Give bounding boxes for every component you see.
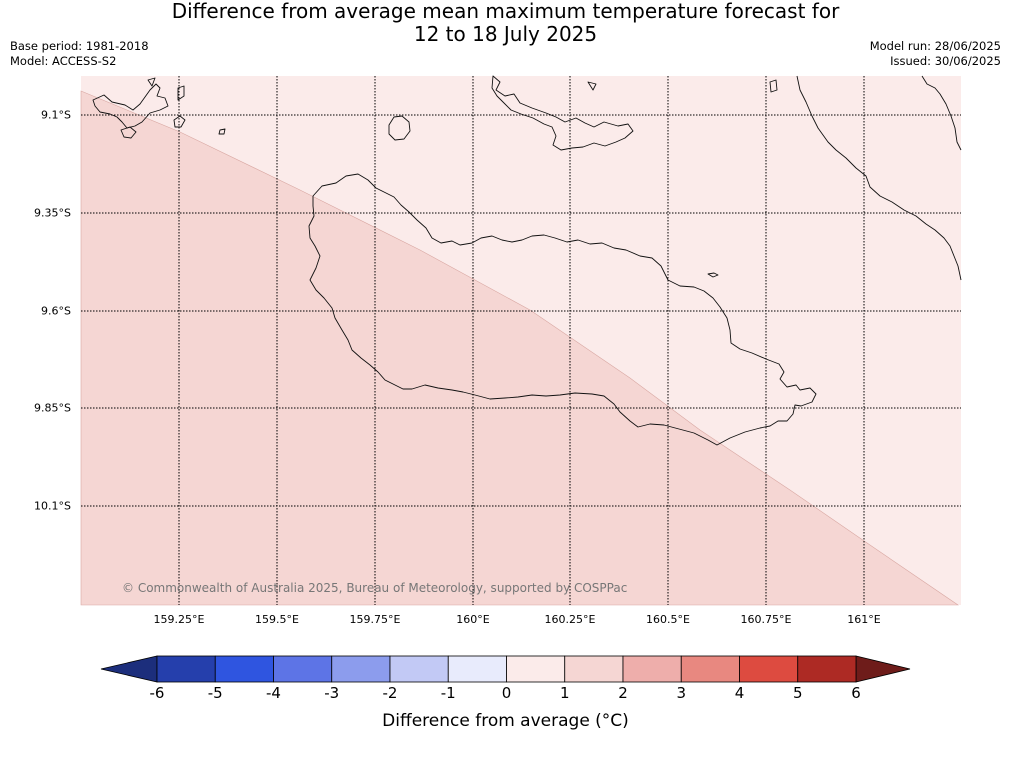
lon-label: 160°E <box>456 613 490 626</box>
coastline-main-island <box>308 173 817 446</box>
lat-label: 9.85°S <box>34 401 71 415</box>
lon-label: 161°E <box>847 613 881 626</box>
lon-label: 160.75°E <box>740 613 792 626</box>
colorbar-tick-label: -1 <box>440 684 456 702</box>
colorbar-segment <box>564 655 624 683</box>
lat-label: 9.6°S <box>41 304 71 318</box>
model-text: Model: ACCESS-S2 <box>10 54 117 68</box>
meta-left: Base period: 1981-2018 Model: ACCESS-S2 <box>10 39 149 69</box>
colorbar-tick-label: -6 <box>149 684 165 702</box>
coastlines <box>92 75 962 446</box>
colorbar-segment <box>447 655 507 683</box>
colorbar-segment <box>739 655 799 683</box>
meta-right: Model run: 28/06/2025 Issued: 30/06/2025 <box>870 39 1001 69</box>
coastline-tiny-islet <box>707 272 719 278</box>
model-run-text: Model run: 28/06/2025 <box>869 39 1001 53</box>
lon-label: 160.5°E <box>646 613 690 626</box>
colorbar-tick-label: 6 <box>851 684 861 702</box>
coastline-nw-islet-2 <box>173 115 186 128</box>
colorbar-segment <box>214 655 274 683</box>
colorbar-tick-label: -3 <box>324 684 340 702</box>
colorbar-segment <box>389 655 449 683</box>
coastline-nw-islet-4 <box>218 128 226 135</box>
copyright-text: © Commonwealth of Australia 2025, Bureau… <box>122 581 627 595</box>
colorbar-segment <box>622 655 682 683</box>
coastline-malaita <box>796 75 962 281</box>
colorbar-segment <box>797 655 857 683</box>
colorbar-tick-label: -4 <box>266 684 281 702</box>
coastline-nw-islet-1 <box>120 126 137 139</box>
coastline-nggela-islet <box>587 81 597 91</box>
coastline-islet <box>388 115 411 141</box>
coastline-ne-islet <box>769 79 778 93</box>
lat-label: 9.1°S <box>41 108 71 122</box>
issued-text: Issued: 30/06/2025 <box>890 54 1001 68</box>
base-period-text: Base period: 1981-2018 <box>10 39 149 53</box>
colorbar-segment <box>331 655 391 683</box>
colorbar-tick-label: -5 <box>207 684 223 702</box>
lat-label: 10.1°S <box>34 499 71 513</box>
colorbar-segment <box>273 655 333 683</box>
coastline-nw-islet-3 <box>177 85 185 101</box>
colorbar-tick-label: 0 <box>501 684 512 702</box>
colorbar-segment <box>680 655 740 683</box>
coastline-nw-islet-5 <box>147 77 156 87</box>
lon-label: 159.25°E <box>153 613 205 626</box>
lon-label: 159.5°E <box>255 613 299 626</box>
title-line-1: Difference from average mean maximum tem… <box>171 0 840 23</box>
coastline-nggela-islands <box>491 75 634 151</box>
colorbar-label: Difference from average (°C) <box>382 711 629 731</box>
colorbar-tick-label: 3 <box>676 684 687 702</box>
lon-label: 159.75°E <box>349 613 401 626</box>
colorbar-tick-label: 4 <box>734 684 745 702</box>
colorbar-segment <box>506 655 566 683</box>
colorbar-tick-label: 1 <box>559 684 570 702</box>
colorbar-over-extension <box>855 655 911 683</box>
colorbar-tick-label: 5 <box>792 684 803 702</box>
colorbar-under-extension <box>100 655 158 683</box>
map-title: Difference from average mean maximum tem… <box>0 0 1011 46</box>
title-line-2: 12 to 18 July 2025 <box>413 22 598 46</box>
lon-label: 160.25°E <box>544 613 596 626</box>
colorbar-tick-label: 2 <box>618 684 628 702</box>
coastline-nw-islands <box>92 83 169 129</box>
shaded-region-1-to-2 <box>80 90 959 606</box>
lat-label: 9.35°S <box>34 206 71 220</box>
colorbar <box>100 655 911 683</box>
colorbar-tick-label: -2 <box>382 684 398 702</box>
graticule <box>81 76 961 605</box>
colorbar-segment <box>156 655 216 683</box>
coastline-malaita-north <box>921 75 962 151</box>
